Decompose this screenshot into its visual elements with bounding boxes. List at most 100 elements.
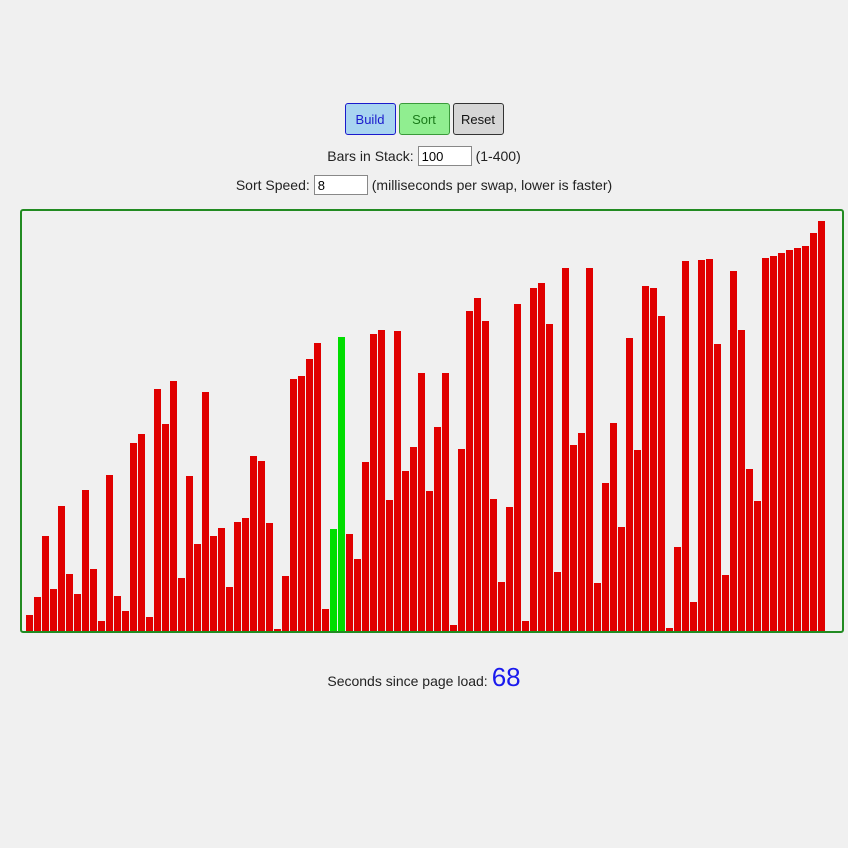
speed-label: Sort Speed: [235,177,310,193]
bar [202,392,209,631]
reset-button[interactable]: Reset [452,103,504,135]
bar [730,271,737,631]
bar [122,611,129,631]
bar [530,288,537,631]
bar [714,344,721,631]
bar [74,594,81,631]
bar [314,343,321,631]
bar [762,258,769,631]
bar [562,268,569,631]
bar [434,427,441,631]
bar [666,628,673,631]
bar [354,559,361,631]
timer: Seconds since page load: 68 [0,662,848,693]
bar [402,471,409,631]
bar [418,373,425,631]
bar [682,261,689,631]
bar [378,330,385,631]
sort-button[interactable]: Sort [398,103,450,135]
bar [370,334,377,631]
bars-input[interactable] [417,146,472,166]
bar [426,491,433,631]
bar [66,574,73,631]
bar [130,443,137,631]
bar [346,534,353,631]
bar [650,288,657,631]
bar [106,475,113,631]
bars-label: Bars in Stack: [327,148,414,164]
bar [634,450,641,631]
bar [754,501,761,631]
bar [362,462,369,631]
bar [98,621,105,631]
bar [498,582,505,631]
bar [610,423,617,631]
bar [490,499,497,631]
timer-label: Seconds since page load: [327,673,488,689]
bar [450,625,457,631]
bar [690,602,697,631]
bar [466,311,473,631]
bar [474,298,481,631]
bar [50,589,57,631]
bar [386,500,393,631]
bar [146,617,153,631]
bar-chart [20,209,844,633]
bar [602,483,609,631]
bar [42,536,49,631]
bar [218,528,225,631]
bar [794,248,801,631]
bar [442,373,449,631]
build-button[interactable]: Build [344,103,396,135]
bar [274,629,281,631]
bar [506,507,513,631]
bar [194,544,201,631]
bar [698,260,705,631]
bar [34,597,41,631]
bar [586,268,593,631]
bar [186,476,193,631]
bar [514,304,521,631]
bar [226,587,233,631]
bar [290,379,297,631]
bar [618,527,625,631]
speed-input[interactable] [313,175,368,195]
bar [642,286,649,631]
bars-range: (1-400) [475,148,521,164]
bar [738,330,745,631]
bar [266,523,273,631]
bar [770,256,777,631]
bar [82,490,89,631]
bar [818,221,825,631]
bar [210,536,217,631]
bar [522,621,529,631]
speed-setting: Sort Speed: (milliseconds per swap, lowe… [0,175,848,195]
timer-value: 68 [491,662,521,692]
bar-chart-svg [26,221,825,631]
speed-hint: (milliseconds per swap, lower is faster) [371,177,613,193]
bar [250,456,257,631]
bar [810,233,817,631]
bar [578,433,585,631]
bar [282,576,289,631]
bars-setting: Bars in Stack: (1-400) [0,146,848,166]
bar [58,506,65,631]
bar [258,461,265,631]
bar [658,316,665,631]
bar [90,569,97,631]
bar [138,434,145,631]
bar [626,338,633,631]
bar [242,518,249,631]
bar [482,321,489,631]
bar [154,389,161,631]
bar [410,447,417,631]
bar [674,547,681,631]
bar [802,246,809,631]
bar [786,250,793,631]
bar [170,381,177,631]
bar [746,469,753,631]
bar [722,575,729,631]
bar [594,583,601,631]
bar [554,572,561,631]
bar [234,522,241,631]
